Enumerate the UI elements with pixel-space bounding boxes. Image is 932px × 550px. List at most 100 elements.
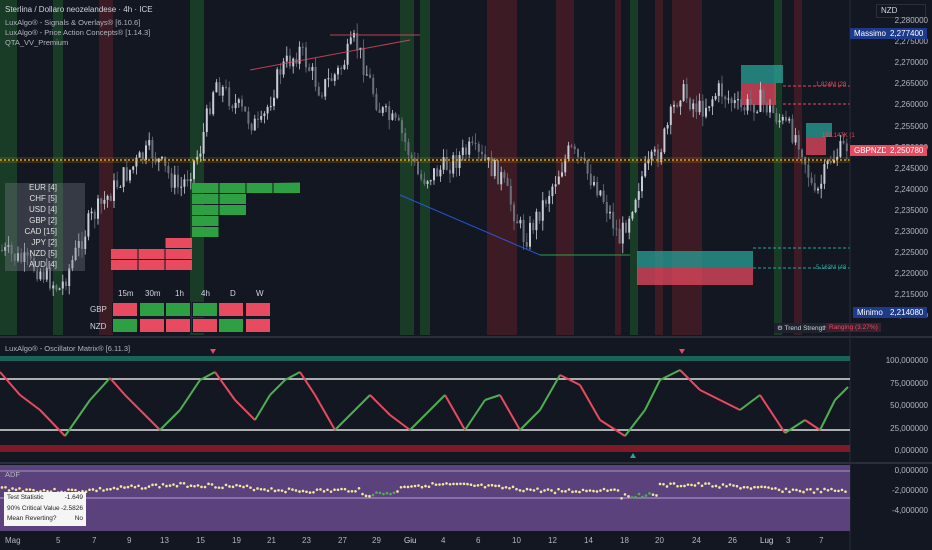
price-tick: 2,260000 bbox=[894, 100, 928, 110]
adf-dot bbox=[812, 491, 816, 494]
adf-dot bbox=[837, 489, 840, 493]
adf-dot bbox=[469, 483, 473, 487]
adf-dot bbox=[665, 485, 669, 488]
adf-dot bbox=[781, 490, 784, 494]
adf-dot bbox=[672, 482, 676, 485]
candle-body bbox=[337, 67, 339, 75]
oscillator-segment bbox=[624, 409, 646, 437]
mtf-row-gbp: GBP bbox=[90, 305, 107, 314]
candle-body bbox=[506, 178, 509, 186]
adf-tick: -4,000000 bbox=[891, 506, 928, 515]
osc-tick: 0,000000 bbox=[894, 446, 928, 455]
adf-dot bbox=[98, 486, 102, 490]
candle-body bbox=[109, 195, 112, 201]
candle-body bbox=[369, 74, 371, 78]
candle-body bbox=[289, 55, 291, 67]
candle-body bbox=[61, 281, 64, 289]
mtf-cell bbox=[165, 318, 191, 333]
adf-dot bbox=[490, 483, 494, 487]
candle-body bbox=[484, 154, 487, 161]
adf-dot bbox=[420, 485, 424, 489]
candle-body bbox=[397, 117, 400, 121]
adf-dot bbox=[224, 483, 228, 487]
adf-dot bbox=[805, 488, 809, 491]
price-candles bbox=[1, 23, 848, 297]
candle-body bbox=[634, 199, 637, 213]
adf-dot bbox=[217, 486, 221, 489]
adf-dot bbox=[809, 487, 812, 491]
adf-dot bbox=[235, 483, 238, 487]
adf-title[interactable]: ADF bbox=[5, 470, 20, 479]
adf-dot bbox=[368, 494, 371, 498]
candle-body bbox=[474, 142, 477, 144]
indicator-label-signals[interactable]: LuxAlgo® - Signals & Overlays® [6.10.6] bbox=[5, 18, 141, 27]
adf-dot bbox=[151, 483, 154, 487]
candle-body bbox=[570, 145, 573, 147]
candle-body bbox=[260, 116, 263, 120]
adf-dot bbox=[284, 490, 287, 494]
candle-body bbox=[285, 55, 288, 62]
candle-body bbox=[65, 281, 67, 287]
candle-body bbox=[513, 204, 515, 222]
order-blocks bbox=[637, 65, 850, 285]
candle-body bbox=[701, 100, 704, 117]
adf-dot bbox=[571, 490, 574, 494]
adf-dot bbox=[459, 482, 462, 486]
candle-body bbox=[413, 158, 416, 162]
indicator-label-pac[interactable]: LuxAlgo® - Price Action Concepts® [1.14.… bbox=[5, 28, 151, 37]
adf-dot bbox=[700, 484, 704, 488]
adf-dot bbox=[385, 491, 389, 495]
adf-dot bbox=[28, 488, 32, 491]
candle-body bbox=[596, 182, 599, 196]
candle-body bbox=[282, 61, 285, 75]
candle-body bbox=[317, 86, 320, 96]
candle-body bbox=[365, 74, 368, 76]
candle-body bbox=[388, 106, 391, 120]
adf-dot bbox=[95, 489, 98, 493]
candle-body bbox=[10, 244, 13, 254]
adf-dot bbox=[238, 484, 242, 488]
oscillator-segment bbox=[284, 371, 301, 381]
adf-stats-table: Test Statistic -1.649 90% Critical Value -… bbox=[4, 492, 86, 526]
adf-dot bbox=[7, 489, 11, 492]
oscillator-title[interactable]: LuxAlgo® - Oscillator Matrix® [6.11.3] bbox=[5, 344, 131, 353]
adf-dot bbox=[182, 481, 186, 485]
adf-dot bbox=[207, 482, 210, 486]
adf-dot bbox=[742, 485, 746, 489]
zone-label-2: 153.147K (1 bbox=[822, 133, 855, 139]
adf-dot bbox=[196, 484, 200, 487]
currency-button[interactable]: NZD bbox=[876, 4, 926, 18]
adf-dot bbox=[648, 492, 651, 495]
demand-zone-bottom bbox=[637, 268, 753, 285]
candle-body bbox=[26, 252, 29, 256]
mtf-cell bbox=[218, 318, 244, 333]
oscillator-segment bbox=[64, 399, 91, 437]
ccy-row-eur: EUR [4] bbox=[5, 183, 85, 194]
adf-dot bbox=[364, 494, 368, 498]
candle-body bbox=[250, 123, 253, 131]
oscillator-segment bbox=[389, 414, 411, 431]
adf-dot bbox=[347, 490, 350, 493]
osc-tick: 75,000000 bbox=[890, 378, 928, 388]
adf-dot bbox=[585, 489, 588, 493]
adf-tick: 0,000000 bbox=[894, 466, 928, 475]
adf-dot bbox=[609, 488, 613, 492]
indicator-label-qta[interactable]: QTA_VV_Premium bbox=[5, 38, 69, 47]
adf-dot bbox=[441, 482, 445, 486]
oscillator-segment bbox=[369, 394, 391, 416]
mtf-col-w: W bbox=[256, 289, 264, 298]
candle-body bbox=[509, 185, 512, 205]
adf-dot bbox=[361, 492, 364, 496]
candle-body bbox=[791, 118, 794, 143]
candle-body bbox=[93, 211, 96, 219]
candle-body bbox=[756, 111, 759, 113]
mtf-cell bbox=[138, 302, 165, 317]
candle-body bbox=[612, 211, 615, 229]
candle-body bbox=[801, 149, 803, 158]
time-tick: 14 bbox=[584, 536, 593, 545]
mtf-col-30m: 30m bbox=[145, 289, 161, 298]
adf-dot bbox=[14, 488, 18, 492]
candle-body bbox=[189, 179, 192, 182]
candle-body bbox=[429, 180, 432, 182]
